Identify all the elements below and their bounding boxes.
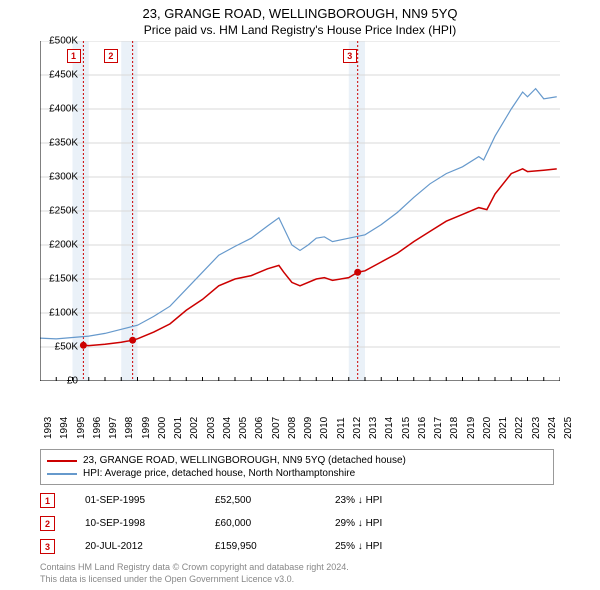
markers-table: 1 01-SEP-1995 £52,500 23% ↓ HPI 2 10-SEP-1998…: [40, 489, 540, 558]
chart-container: 23, GRANGE ROAD, WELLINGBOROUGH, NN9 5YQ…: [0, 0, 600, 590]
y-tick-label: £250K: [38, 206, 78, 217]
y-tick-label: £50K: [38, 342, 78, 353]
x-tick-label: 1995: [76, 417, 87, 439]
x-tick-label: 2025: [563, 417, 574, 439]
x-tick-label: 2002: [189, 417, 200, 439]
chart-subtitle: Price paid vs. HM Land Registry's House …: [0, 21, 600, 41]
chart-title: 23, GRANGE ROAD, WELLINGBOROUGH, NN9 5YQ: [0, 0, 600, 21]
y-tick-label: £500K: [38, 36, 78, 47]
marker-number-box: 1: [40, 493, 55, 508]
x-tick-label: 1996: [92, 417, 103, 439]
x-tick-label: 2006: [254, 417, 265, 439]
x-tick-label: 2024: [547, 417, 558, 439]
legend: 23, GRANGE ROAD, WELLINGBOROUGH, NN9 5YQ…: [40, 449, 554, 485]
x-tick-label: 2019: [466, 417, 477, 439]
y-tick-label: £150K: [38, 274, 78, 285]
legend-label: 23, GRANGE ROAD, WELLINGBOROUGH, NN9 5YQ…: [83, 455, 406, 466]
marker-row: 1 01-SEP-1995 £52,500 23% ↓ HPI: [40, 489, 540, 512]
x-tick-label: 2022: [514, 417, 525, 439]
x-tick-label: 2017: [433, 417, 444, 439]
legend-row: 23, GRANGE ROAD, WELLINGBOROUGH, NN9 5YQ…: [47, 454, 547, 467]
chart-marker-box: 2: [104, 49, 118, 63]
chart-marker-box: 3: [343, 49, 357, 63]
chart-area: £0 £50K £100K £150K £200K £250K £300K £350K £400…: [40, 41, 600, 411]
x-tick-label: 2010: [319, 417, 330, 439]
chart-marker-box: 1: [67, 49, 81, 63]
x-tick-label: 2012: [352, 417, 363, 439]
marker-diff: 29% ↓ HPI: [335, 518, 425, 529]
footer-line-1: Contains HM Land Registry data © Crown c…: [40, 562, 588, 574]
x-tick-label: 2007: [271, 417, 282, 439]
marker-diff: 25% ↓ HPI: [335, 541, 425, 552]
x-tick-label: 2003: [206, 417, 217, 439]
x-tick-label: 2011: [336, 417, 347, 439]
legend-row: HPI: Average price, detached house, Nort…: [47, 467, 547, 480]
y-tick-label: £300K: [38, 172, 78, 183]
x-tick-label: 2021: [498, 417, 509, 439]
marker-date: 20-JUL-2012: [85, 541, 185, 552]
y-tick-label: £0: [38, 376, 78, 387]
x-axis-labels: 1993 1994 1995 1996 1997 1998 1999 2000 2001 2002…: [40, 411, 560, 443]
y-tick-label: £100K: [38, 308, 78, 319]
x-tick-label: 2001: [173, 417, 184, 439]
x-tick-label: 1994: [59, 417, 70, 439]
y-tick-label: £450K: [38, 70, 78, 81]
marker-date: 01-SEP-1995: [85, 495, 185, 506]
y-tick-label: £200K: [38, 240, 78, 251]
marker-price: £60,000: [215, 518, 305, 529]
x-tick-label: 2014: [384, 417, 395, 439]
x-tick-label: 2004: [222, 417, 233, 439]
x-tick-label: 1998: [124, 417, 135, 439]
marker-diff: 23% ↓ HPI: [335, 495, 425, 506]
marker-price: £159,950: [215, 541, 305, 552]
y-tick-label: £350K: [38, 138, 78, 149]
x-tick-label: 2008: [287, 417, 298, 439]
x-tick-label: 2020: [482, 417, 493, 439]
x-tick-label: 2016: [417, 417, 428, 439]
footer-line-2: This data is licensed under the Open Gov…: [40, 574, 588, 586]
x-tick-label: 1997: [108, 417, 119, 439]
x-tick-label: 2015: [401, 417, 412, 439]
legend-swatch: [47, 460, 77, 462]
x-tick-label: 2009: [303, 417, 314, 439]
chart-svg: [40, 41, 560, 381]
marker-number-box: 3: [40, 539, 55, 554]
x-tick-label: 2005: [238, 417, 249, 439]
footer-attribution: Contains HM Land Registry data © Crown c…: [40, 562, 588, 585]
marker-row: 2 10-SEP-1998 £60,000 29% ↓ HPI: [40, 512, 540, 535]
x-tick-label: 1993: [43, 417, 54, 439]
x-tick-label: 2013: [368, 417, 379, 439]
legend-swatch: [47, 473, 77, 475]
x-tick-label: 2023: [531, 417, 542, 439]
marker-number-box: 2: [40, 516, 55, 531]
y-tick-label: £400K: [38, 104, 78, 115]
x-tick-label: 1999: [141, 417, 152, 439]
legend-label: HPI: Average price, detached house, Nort…: [83, 468, 355, 479]
x-tick-label: 2018: [449, 417, 460, 439]
marker-price: £52,500: [215, 495, 305, 506]
marker-row: 3 20-JUL-2012 £159,950 25% ↓ HPI: [40, 535, 540, 558]
marker-date: 10-SEP-1998: [85, 518, 185, 529]
x-tick-label: 2000: [157, 417, 168, 439]
